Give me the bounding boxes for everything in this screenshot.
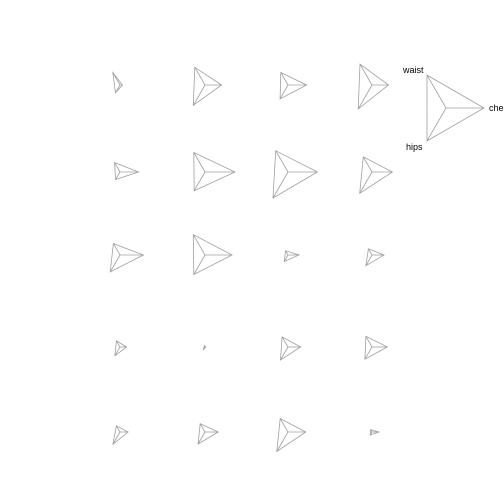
star-18: [197, 423, 220, 445]
star-outline: [197, 423, 220, 445]
star-outline: [193, 151, 236, 192]
star-spoke-waist: [368, 248, 373, 256]
star-spoke-waist: [370, 429, 373, 433]
star-spoke-waist: [203, 345, 206, 348]
key-spoke-waist: [426, 74, 447, 109]
star-spoke-hips: [280, 346, 289, 361]
star-spoke-hips: [203, 346, 206, 350]
star-outline: [357, 63, 390, 110]
star-spoke-waist: [192, 234, 206, 256]
key-label-waist: waist: [402, 65, 424, 75]
star-14: [202, 344, 207, 351]
star-7: [272, 150, 319, 199]
star-spoke-hips: [109, 254, 121, 273]
star-16: [364, 335, 389, 360]
star-spoke-hips: [272, 171, 289, 199]
star-spoke-hips: [359, 171, 373, 194]
star-spoke-waist: [281, 336, 289, 348]
star-spoke-hips: [115, 84, 121, 93]
star-6: [193, 151, 236, 192]
star-1: [112, 71, 123, 94]
star-spoke-hips: [112, 431, 121, 445]
star-5: [114, 161, 140, 181]
key-label-hips: hips: [406, 142, 423, 152]
key-star: chest waist hips: [402, 65, 504, 152]
star-20: [369, 429, 381, 436]
star-spoke-waist: [112, 72, 121, 86]
star-spoke-hips: [193, 171, 206, 191]
star-outline: [276, 417, 307, 453]
star-spoke-waist: [116, 340, 121, 348]
star-11: [283, 250, 301, 263]
star-spoke-waist: [193, 152, 206, 173]
star-spoke-waist: [275, 150, 289, 173]
star-spoke-waist: [280, 72, 289, 86]
star-spoke-hips: [276, 431, 289, 452]
star-spoke-hips: [114, 346, 121, 357]
star-outline: [365, 248, 385, 267]
key-label-chest: chest: [489, 103, 504, 113]
star-3: [279, 71, 308, 100]
star-outline: [192, 66, 223, 107]
star-17: [112, 425, 129, 446]
star-outline: [109, 243, 145, 273]
star-outline: [280, 336, 302, 361]
star-spoke-hips: [192, 84, 206, 106]
star-spoke-waist: [359, 64, 373, 86]
star-19: [276, 417, 307, 453]
star-10: [192, 234, 233, 276]
star-spoke-hips: [357, 84, 373, 110]
star-2: [192, 66, 223, 107]
star-8: [359, 156, 394, 195]
star-outline: [114, 340, 128, 357]
key-spoke-hips: [426, 107, 447, 142]
star-spoke-waist: [279, 418, 289, 433]
star-12: [365, 248, 385, 267]
star-outline: [369, 429, 381, 436]
star-spoke-hips: [283, 254, 289, 262]
star-outline: [272, 150, 319, 199]
star-outline: [112, 425, 129, 446]
star-spoke-waist: [362, 156, 373, 173]
star-4: [357, 63, 390, 110]
star-spoke-waist: [199, 423, 206, 433]
star-spoke-hips: [364, 346, 373, 360]
stars-group: [109, 63, 394, 453]
star-spoke-hips: [115, 171, 121, 180]
star-outline: [283, 250, 301, 263]
star-spoke-waist: [194, 67, 206, 86]
star-outline: [114, 161, 140, 181]
star-15: [280, 336, 302, 361]
star-spoke-waist: [116, 425, 121, 433]
star-spoke-waist: [113, 243, 121, 256]
star-spoke-hips: [365, 254, 373, 266]
star-13: [114, 340, 128, 357]
star-outline: [279, 71, 308, 100]
star-spoke-waist: [285, 250, 289, 256]
star-spoke-hips: [197, 431, 206, 445]
star-9: [109, 243, 145, 273]
star-spoke-hips: [279, 84, 289, 99]
star-spoke-hips: [369, 431, 373, 436]
star-spoke-hips: [193, 254, 206, 275]
star-outline: [192, 234, 233, 276]
star-outline: [112, 71, 123, 94]
star-outline: [359, 156, 394, 195]
key-star-outline: [426, 74, 485, 142]
star-spoke-waist: [365, 336, 373, 348]
star-outline: [364, 335, 389, 360]
star-spoke-waist: [114, 162, 121, 173]
